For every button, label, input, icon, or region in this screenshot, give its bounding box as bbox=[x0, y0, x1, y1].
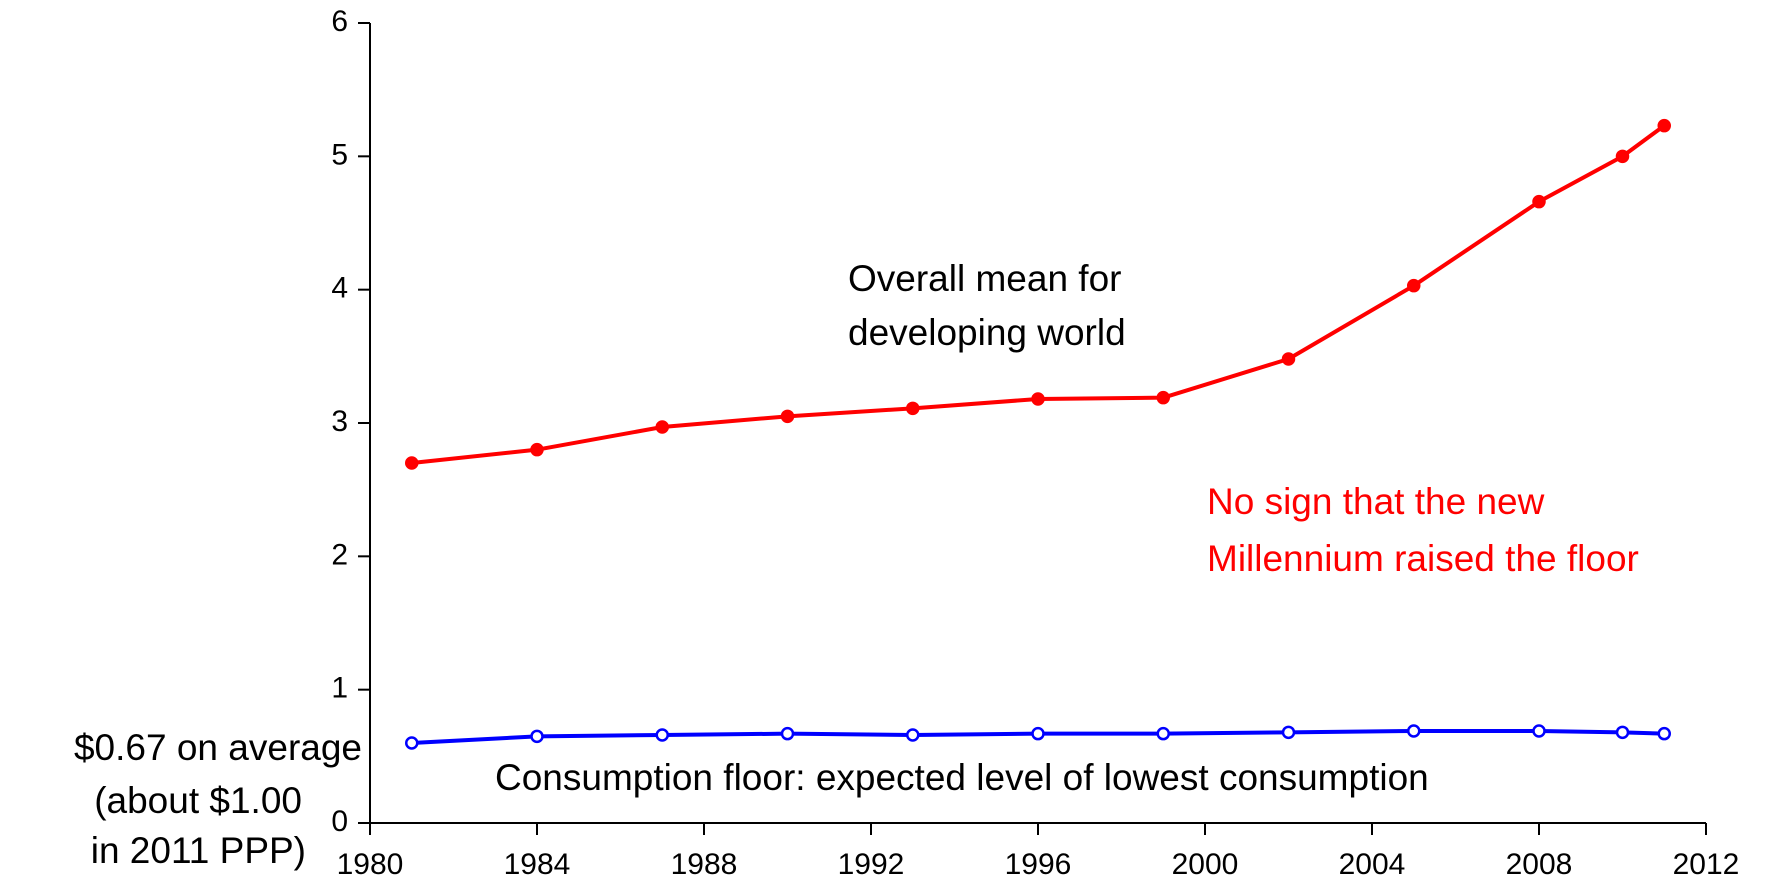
annotation: (about $1.00 bbox=[94, 780, 302, 821]
annotation: No sign that the new bbox=[1207, 481, 1545, 522]
y-tick-label: 4 bbox=[331, 272, 348, 305]
y-tick-label: 1 bbox=[331, 672, 348, 705]
x-tick-label: 1996 bbox=[1005, 848, 1072, 881]
point-marker bbox=[1156, 726, 1170, 741]
point-marker bbox=[1031, 392, 1045, 406]
annotation: in 2011 PPP) bbox=[91, 830, 306, 871]
point-marker bbox=[405, 736, 419, 750]
point-marker bbox=[780, 726, 795, 741]
point-marker bbox=[1532, 724, 1546, 738]
x-tick-label: 2012 bbox=[1673, 848, 1740, 881]
point-marker bbox=[780, 409, 795, 424]
y-tick-label: 0 bbox=[331, 805, 348, 838]
point-marker bbox=[1657, 118, 1671, 133]
point-marker bbox=[1657, 726, 1671, 741]
point-marker bbox=[1281, 352, 1296, 366]
point-marker bbox=[530, 729, 544, 744]
point-marker bbox=[1407, 724, 1421, 738]
point-marker bbox=[530, 442, 544, 457]
x-tick-label: 1988 bbox=[671, 848, 738, 881]
y-tick-label: 3 bbox=[331, 405, 348, 438]
point-marker bbox=[1615, 725, 1630, 740]
annotation: Consumption floor: expected level of low… bbox=[495, 757, 1429, 798]
y-tick-label: 5 bbox=[331, 138, 348, 171]
point-marker bbox=[1031, 726, 1045, 741]
x-tick-label: 2008 bbox=[1506, 848, 1573, 881]
y-tick-label: 2 bbox=[331, 538, 348, 571]
point-marker bbox=[1156, 390, 1170, 405]
point-marker bbox=[655, 728, 669, 742]
point-marker bbox=[1615, 149, 1630, 164]
x-tick-label: 2000 bbox=[1172, 848, 1239, 881]
point-marker bbox=[1281, 725, 1296, 740]
point-marker bbox=[405, 456, 419, 470]
point-marker bbox=[906, 401, 920, 416]
series-line bbox=[411, 124, 1666, 465]
annotation: $0.67 on average bbox=[74, 727, 362, 768]
series-line bbox=[411, 729, 1665, 745]
point-marker bbox=[1532, 194, 1546, 209]
point-marker bbox=[655, 420, 669, 434]
x-tick-label: 1984 bbox=[504, 848, 571, 881]
x-tick-label: 1992 bbox=[838, 848, 905, 881]
x-tick-label: 1980 bbox=[337, 848, 404, 881]
x-tick-label: 2004 bbox=[1339, 848, 1406, 881]
point-marker bbox=[906, 728, 920, 742]
y-tick-label: 6 bbox=[331, 5, 348, 38]
annotation: Overall mean for bbox=[848, 258, 1122, 299]
point-marker bbox=[1407, 278, 1421, 293]
annotation: developing world bbox=[848, 312, 1126, 353]
annotation: Millennium raised the floor bbox=[1207, 538, 1639, 579]
